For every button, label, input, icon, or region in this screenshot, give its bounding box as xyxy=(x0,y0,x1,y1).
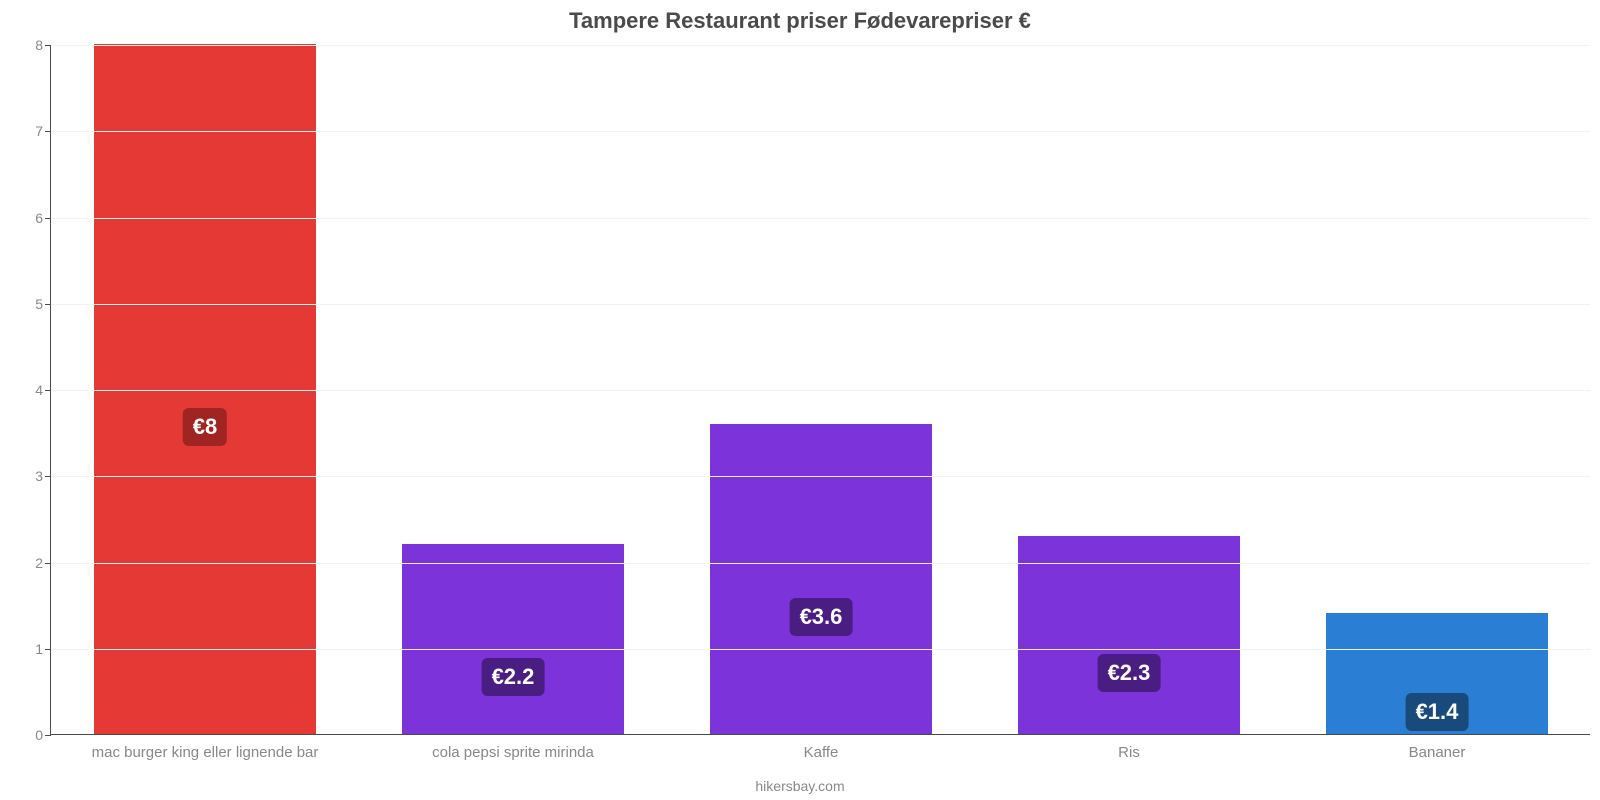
chart-title: Tampere Restaurant priser Fødevarepriser… xyxy=(0,8,1600,34)
plot-area: €8€2.2€3.6€2.3€1.4 mac burger king eller… xyxy=(50,45,1590,735)
bar-value-label: €2.3 xyxy=(1098,654,1161,692)
bar-value-label: €1.4 xyxy=(1406,693,1469,731)
grid-line xyxy=(51,304,1590,305)
y-tick-label: 3 xyxy=(35,468,43,484)
bar: €2.3 xyxy=(1018,536,1240,734)
y-tick-mark xyxy=(45,735,51,736)
x-axis-label: mac burger king eller lignende bar xyxy=(92,744,319,761)
x-axis-label: Ris xyxy=(1118,744,1140,761)
grid-line xyxy=(51,45,1590,46)
y-tick-mark xyxy=(45,45,51,46)
grid-line xyxy=(51,563,1590,564)
y-tick-label: 1 xyxy=(35,641,43,657)
x-axis-label: cola pepsi sprite mirinda xyxy=(432,744,594,761)
chart-container: Tampere Restaurant priser Fødevarepriser… xyxy=(0,0,1600,800)
y-tick-label: 5 xyxy=(35,296,43,312)
y-tick-label: 2 xyxy=(35,555,43,571)
y-tick-mark xyxy=(45,649,51,650)
y-tick-mark xyxy=(45,476,51,477)
x-axis-label: Bananer xyxy=(1409,744,1466,761)
bar-value-label: €3.6 xyxy=(790,598,853,636)
grid-line xyxy=(51,390,1590,391)
bar: €1.4 xyxy=(1326,613,1548,734)
y-tick-label: 0 xyxy=(35,727,43,743)
y-tick-label: 8 xyxy=(35,37,43,53)
grid-line xyxy=(51,218,1590,219)
grid-line xyxy=(51,476,1590,477)
y-tick-label: 7 xyxy=(35,123,43,139)
grid-line xyxy=(51,649,1590,650)
x-axis-label: Kaffe xyxy=(804,744,839,761)
attribution-text: hikersbay.com xyxy=(0,778,1600,794)
bar: €2.2 xyxy=(402,544,624,734)
y-tick-mark xyxy=(45,218,51,219)
y-tick-mark xyxy=(45,390,51,391)
bar-value-label: €8 xyxy=(183,408,227,446)
bar-value-label: €2.2 xyxy=(482,658,545,696)
y-tick-mark xyxy=(45,563,51,564)
y-tick-mark xyxy=(45,131,51,132)
y-tick-label: 6 xyxy=(35,210,43,226)
y-tick-label: 4 xyxy=(35,382,43,398)
grid-line xyxy=(51,131,1590,132)
y-tick-mark xyxy=(45,304,51,305)
bar: €3.6 xyxy=(710,424,932,735)
bar: €8 xyxy=(94,44,316,734)
